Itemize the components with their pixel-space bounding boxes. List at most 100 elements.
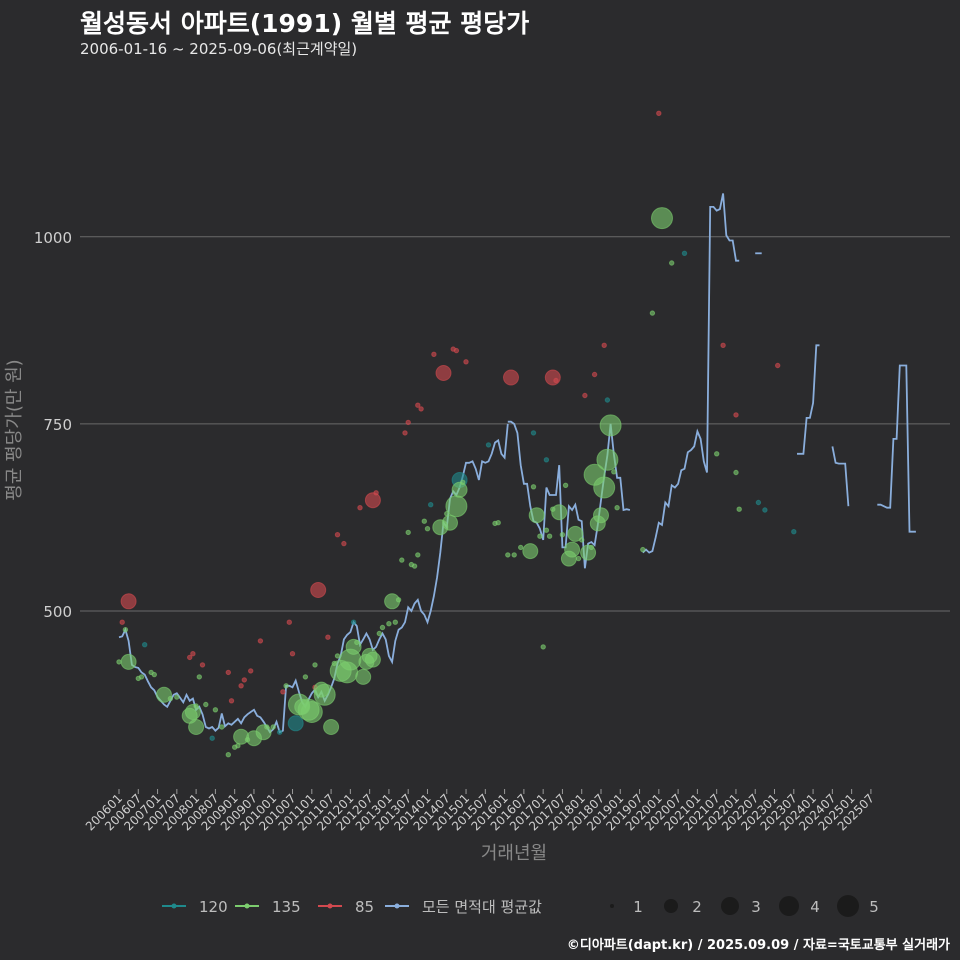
point-135 — [405, 529, 411, 536]
point-85 — [601, 342, 607, 348]
legend-label-85: 85 — [355, 898, 374, 916]
legend-dot-135 — [244, 903, 250, 909]
point-135 — [364, 651, 381, 668]
point-135 — [562, 482, 569, 488]
point-85 — [364, 492, 381, 509]
point-85 — [190, 651, 196, 657]
point-135 — [593, 507, 609, 524]
point-85 — [289, 651, 296, 657]
point-85 — [238, 683, 244, 689]
point-135 — [599, 414, 622, 437]
point-135 — [312, 662, 318, 668]
point-85 — [241, 677, 248, 683]
point-120 — [142, 642, 148, 648]
average-line — [118, 193, 916, 734]
point-135 — [640, 546, 646, 553]
point-135 — [188, 719, 205, 735]
point-85 — [418, 406, 424, 412]
point-135 — [193, 703, 199, 709]
point-85 — [656, 110, 662, 117]
legend-size-circle — [721, 897, 739, 915]
point-85 — [120, 593, 137, 610]
point-85 — [310, 582, 327, 598]
point-135 — [559, 532, 566, 538]
point-135 — [522, 543, 539, 560]
legend-size-label: 5 — [869, 898, 879, 916]
point-135 — [138, 674, 145, 680]
point-135 — [736, 506, 742, 512]
point-85 — [334, 532, 341, 538]
point-85 — [775, 362, 781, 369]
point-120 — [755, 499, 762, 506]
point-135 — [651, 207, 673, 230]
legend-size-label: 2 — [692, 898, 702, 916]
legend-size-circle — [837, 895, 859, 917]
point-135 — [424, 526, 431, 532]
point-135 — [460, 479, 466, 485]
point-135 — [733, 469, 739, 476]
point-85 — [463, 359, 469, 365]
point-135 — [122, 627, 129, 633]
point-135 — [334, 653, 341, 659]
point-135 — [300, 701, 323, 723]
point-85 — [591, 371, 598, 378]
point-135 — [120, 653, 137, 670]
point-120 — [762, 507, 768, 513]
point-135 — [219, 724, 225, 730]
point-85 — [733, 412, 739, 418]
point-85 — [225, 669, 232, 676]
average-line-segment — [797, 344, 820, 455]
y-tick-label: 1000 — [34, 229, 72, 247]
point-120 — [209, 735, 215, 741]
point-85 — [341, 540, 347, 547]
point-135 — [203, 701, 209, 708]
point-120 — [287, 715, 304, 732]
point-120 — [604, 397, 611, 403]
point-85 — [357, 505, 363, 511]
point-135 — [392, 619, 398, 625]
point-135 — [167, 695, 174, 702]
point-135 — [530, 484, 537, 490]
point-135 — [714, 451, 720, 457]
point-135 — [386, 621, 392, 627]
point-120 — [277, 729, 283, 735]
point-135 — [546, 533, 553, 539]
point-135 — [564, 541, 581, 558]
average-line-segment — [877, 364, 916, 533]
point-135 — [354, 639, 360, 646]
point-135 — [283, 683, 289, 689]
legend-size-circle — [664, 899, 678, 913]
point-135 — [212, 707, 219, 713]
x-axis: 2006012006072007012007072008012008072009… — [83, 789, 877, 834]
point-85 — [119, 619, 125, 625]
point-135 — [540, 644, 546, 650]
point-135 — [543, 527, 550, 533]
point-135 — [442, 514, 458, 531]
legend-size-circle — [610, 904, 614, 908]
point-120 — [543, 457, 550, 463]
point-85 — [248, 668, 254, 674]
point-85 — [582, 392, 588, 399]
point-135 — [649, 310, 656, 316]
point-135 — [505, 552, 511, 558]
point-135 — [421, 518, 427, 524]
point-85 — [553, 377, 559, 384]
legend-label-120: 120 — [199, 898, 228, 916]
point-85 — [280, 689, 286, 695]
point-85 — [325, 634, 331, 640]
point-135 — [451, 481, 468, 498]
chart-subtitle: 2006-01-16 ~ 2025-09-06(최근계약일) — [80, 40, 358, 58]
point-85 — [503, 369, 519, 386]
point-85 — [257, 638, 264, 644]
point-135 — [270, 724, 276, 730]
point-135 — [399, 557, 405, 563]
point-85 — [720, 342, 726, 348]
legend-dot-85 — [327, 903, 333, 909]
point-135 — [669, 260, 675, 266]
point-120 — [530, 430, 537, 436]
legend-size-label: 3 — [751, 898, 761, 916]
data-points — [116, 110, 797, 758]
point-135 — [551, 504, 568, 521]
point-135 — [579, 537, 585, 543]
